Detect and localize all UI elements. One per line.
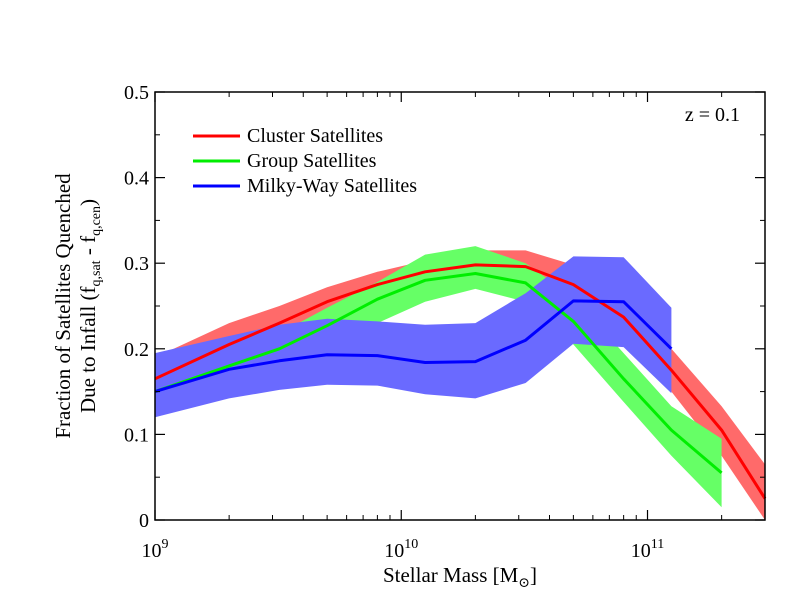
series-lines	[154, 263, 767, 500]
x-tick-labels: 109 1010 1011	[142, 537, 665, 562]
legend: Cluster Satellites Group Satellites Milky-…	[193, 125, 417, 197]
y-axis-label-line2: Due to Infall (fq,sat - fq,cen)	[76, 199, 104, 413]
y-tick-label: 0.5	[124, 82, 149, 104]
y-tick-label: 0.1	[124, 424, 149, 446]
legend-label-milky-way-satellites: Milky-Way Satellites	[247, 175, 417, 197]
y-tick-label: 0.2	[124, 339, 149, 361]
y-tick-labels: 0 0.1 0.2 0.3 0.4 0.5	[124, 82, 149, 532]
group-satellites-line	[154, 272, 723, 475]
x-axis-label: Stellar Mass [M⊙]	[383, 563, 537, 591]
y-axis-label-line1: Fraction of Satellites Quenched	[51, 173, 75, 439]
cluster-satellites-line	[154, 263, 767, 500]
confidence-bands	[155, 246, 765, 520]
legend-label-group-satellites: Group Satellites	[247, 150, 377, 172]
x-tick-label: 1011	[631, 537, 664, 562]
x-tick-label: 109	[142, 537, 169, 562]
legend-label-cluster-satellites: Cluster Satellites	[247, 125, 383, 147]
annotation-redshift: z = 0.1	[685, 104, 740, 126]
y-tick-label: 0.3	[124, 253, 149, 275]
x-tick-label: 1010	[384, 537, 418, 562]
milky-way-satellites-line	[154, 299, 673, 394]
y-tick-label: 0	[139, 510, 149, 532]
axis-ticks	[154, 91, 766, 521]
y-tick-label: 0.4	[124, 168, 149, 190]
